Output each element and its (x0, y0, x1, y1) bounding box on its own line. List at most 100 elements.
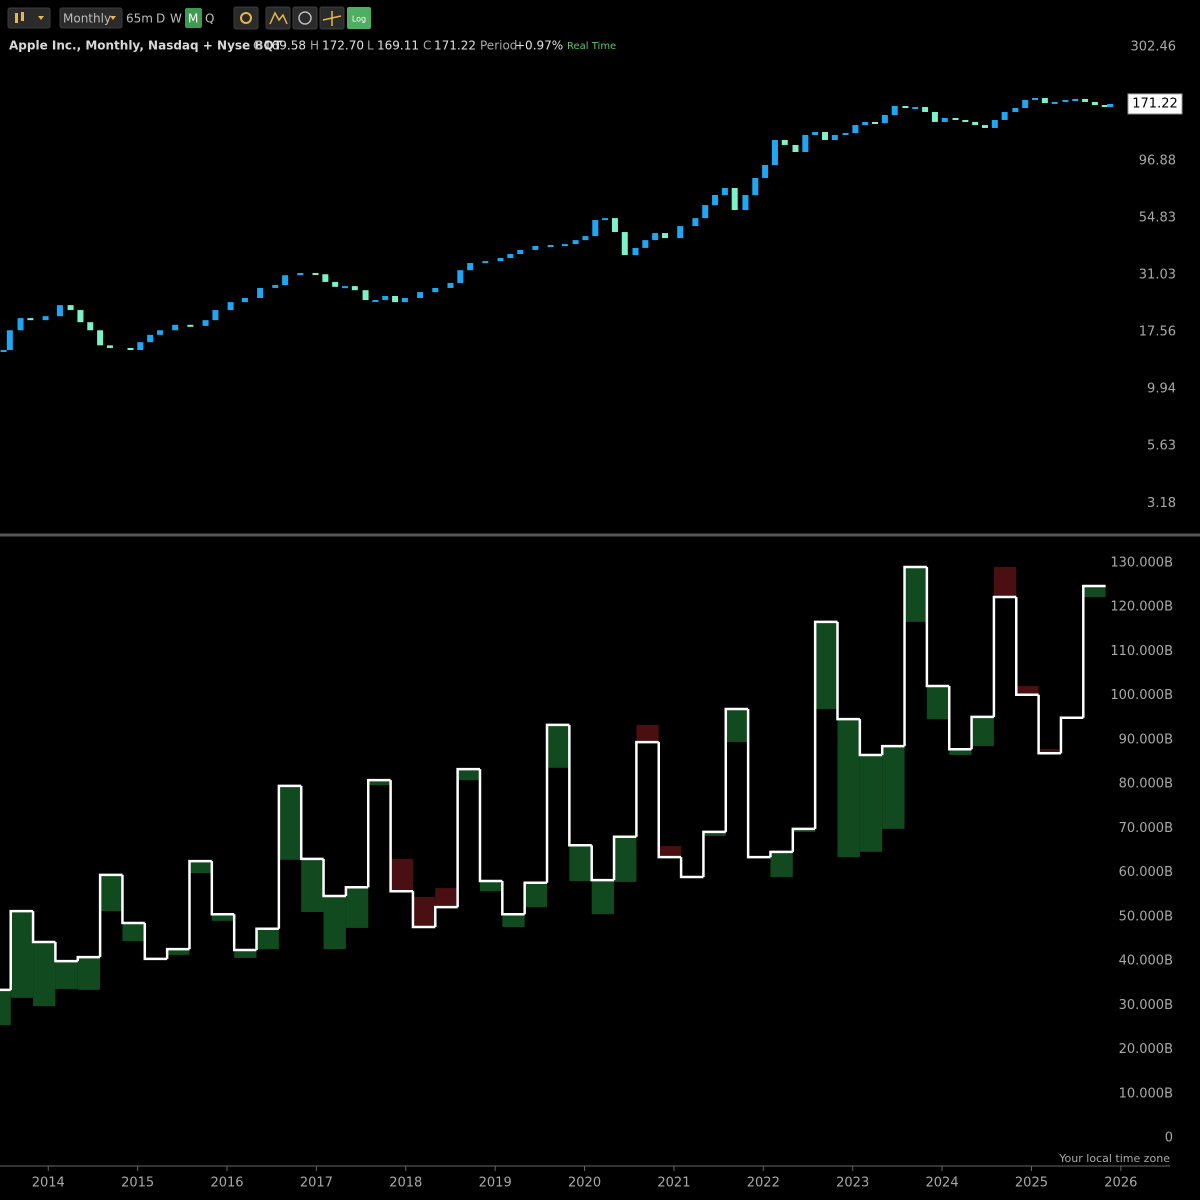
y-tick-label: 31.03 (1139, 268, 1176, 283)
candle (27, 318, 34, 321)
settings-button[interactable] (233, 6, 259, 30)
candle (447, 282, 454, 288)
candle (731, 188, 738, 211)
y-tick-label: 9.94 (1147, 382, 1176, 397)
candle (592, 219, 599, 237)
step-line (31, 911, 56, 944)
step-line (925, 566, 950, 688)
candle (652, 233, 659, 241)
candle (802, 134, 809, 152)
y-tick-label: 90.000B (1119, 732, 1173, 747)
change-bar (547, 724, 570, 768)
step-line (880, 744, 905, 755)
candle (351, 286, 358, 291)
x-tick-label: 2023 (836, 1176, 869, 1191)
interval-button[interactable]: W (170, 12, 182, 26)
step-line (344, 885, 369, 897)
candle (1062, 99, 1069, 102)
change-bar (949, 749, 972, 755)
candle (67, 305, 74, 311)
candle (156, 330, 163, 335)
candle (852, 125, 859, 134)
step-line (523, 881, 548, 915)
candle (572, 240, 579, 245)
candle (172, 324, 179, 331)
step-line (165, 947, 190, 959)
y-tick-label: 100.000B (1110, 688, 1173, 703)
candle (342, 286, 349, 289)
change-bar (815, 621, 838, 709)
interval-label: Monthly (63, 12, 111, 26)
change-bar (904, 566, 927, 622)
change-bar (703, 831, 726, 836)
interval-button[interactable]: M (188, 12, 198, 26)
active-button (185, 8, 202, 28)
candle (0, 350, 7, 353)
y-tick-label: 80.000B (1119, 777, 1173, 792)
step-line (98, 873, 123, 958)
indicator-icon (269, 11, 288, 25)
change-bar (323, 896, 346, 950)
candle (137, 342, 144, 351)
candle (257, 287, 264, 298)
caret (110, 16, 116, 20)
change-bar (122, 923, 145, 942)
step-line (54, 942, 78, 963)
quote-label: O (253, 39, 262, 53)
x-tick-label: 2019 (479, 1176, 512, 1191)
interval-button[interactable]: Q (205, 12, 214, 26)
clock-icon (298, 11, 312, 25)
candle (742, 195, 749, 211)
revenue-plot (0, 565, 1106, 1026)
change-bar (33, 942, 56, 1007)
candle (547, 245, 554, 248)
candle (1072, 98, 1079, 101)
y-tick-label: 110.000B (1110, 644, 1173, 659)
candle (227, 302, 234, 311)
last-price-label: 171.22 (1132, 96, 1178, 111)
caret (38, 16, 44, 20)
candle (401, 297, 408, 303)
change-bar (502, 914, 525, 928)
candle (417, 292, 424, 298)
step-line (612, 835, 637, 881)
candle (972, 121, 979, 126)
change-bar (524, 882, 548, 908)
step-line (501, 881, 525, 916)
y-tick-label: 30.000B (1119, 998, 1173, 1013)
change-bar (770, 851, 793, 878)
legend: Apple Inc., Monthly, Nasdaq + Nyse BQT O… (9, 39, 616, 53)
candle (1012, 108, 1019, 112)
interval-button[interactable]: D (156, 12, 165, 26)
interval-button[interactable]: 65m (126, 12, 153, 26)
candle (1001, 111, 1008, 120)
candle (1091, 101, 1098, 105)
step-line (76, 955, 101, 962)
step-line (1082, 584, 1106, 718)
candle (752, 177, 759, 196)
candle (532, 245, 539, 250)
step-line (188, 859, 212, 950)
change-bar (457, 769, 480, 781)
candle (677, 226, 684, 239)
candle (602, 218, 609, 221)
quote-label: H (310, 39, 319, 53)
change-bar (926, 685, 950, 720)
change-bar (10, 911, 34, 998)
time-button[interactable] (292, 6, 318, 30)
x-tick-label: 2024 (926, 1176, 959, 1191)
candle (692, 218, 699, 227)
y-tick-label: 5.63 (1147, 439, 1176, 454)
log-button[interactable] (347, 7, 371, 29)
quote-value: 172.70 (322, 39, 364, 53)
candle (812, 131, 819, 135)
step-line (813, 620, 838, 829)
change-bar (1083, 586, 1106, 598)
candle-icon (21, 12, 24, 21)
candle (507, 254, 514, 259)
candle (282, 275, 289, 286)
candle (517, 249, 524, 255)
chart-type-button[interactable] (7, 7, 51, 29)
interval-button[interactable] (59, 7, 123, 29)
candle (297, 272, 304, 276)
